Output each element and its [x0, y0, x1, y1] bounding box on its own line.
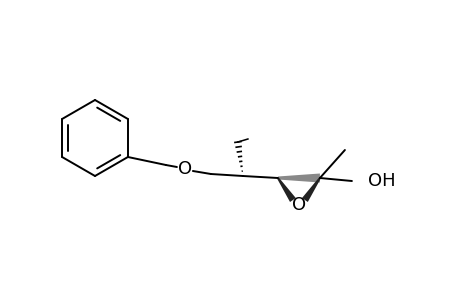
Polygon shape [276, 177, 295, 202]
Text: O: O [291, 196, 305, 214]
Polygon shape [302, 177, 320, 202]
Polygon shape [277, 173, 319, 182]
Text: O: O [178, 160, 191, 178]
Text: OH: OH [367, 172, 395, 190]
